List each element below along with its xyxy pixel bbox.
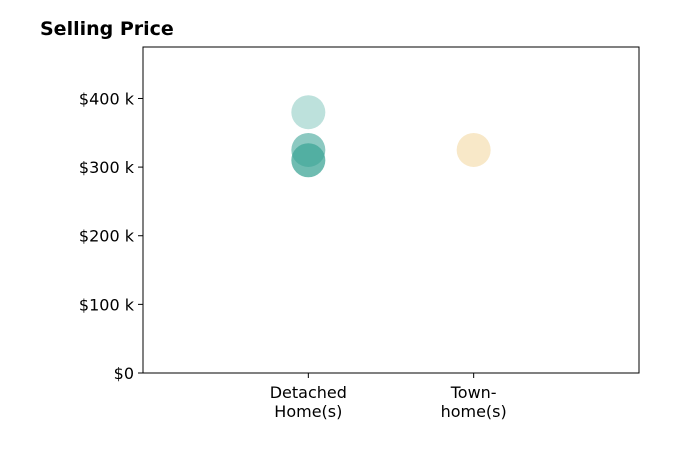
y-tick-label-4: $400 k bbox=[79, 89, 135, 108]
y-tick-label-1: $100 k bbox=[79, 295, 135, 314]
data-point-3 bbox=[456, 132, 491, 167]
x-tick-label-0: Detached Home(s) bbox=[270, 383, 347, 421]
data-point-2 bbox=[291, 143, 326, 178]
plot-frame bbox=[142, 46, 640, 374]
x-tick-label-1: Town-home(s) bbox=[441, 383, 507, 421]
y-tick-label-3: $300 k bbox=[79, 158, 135, 177]
chart-title: Selling Price bbox=[40, 18, 174, 40]
y-tick-label-2: $200 k bbox=[79, 227, 135, 246]
y-tick-label-0: $0 bbox=[114, 364, 134, 383]
data-point-0 bbox=[291, 95, 326, 130]
plot-area: $0 $100 k $200 k $300 k $400 k Detached Home(s… bbox=[79, 46, 640, 421]
